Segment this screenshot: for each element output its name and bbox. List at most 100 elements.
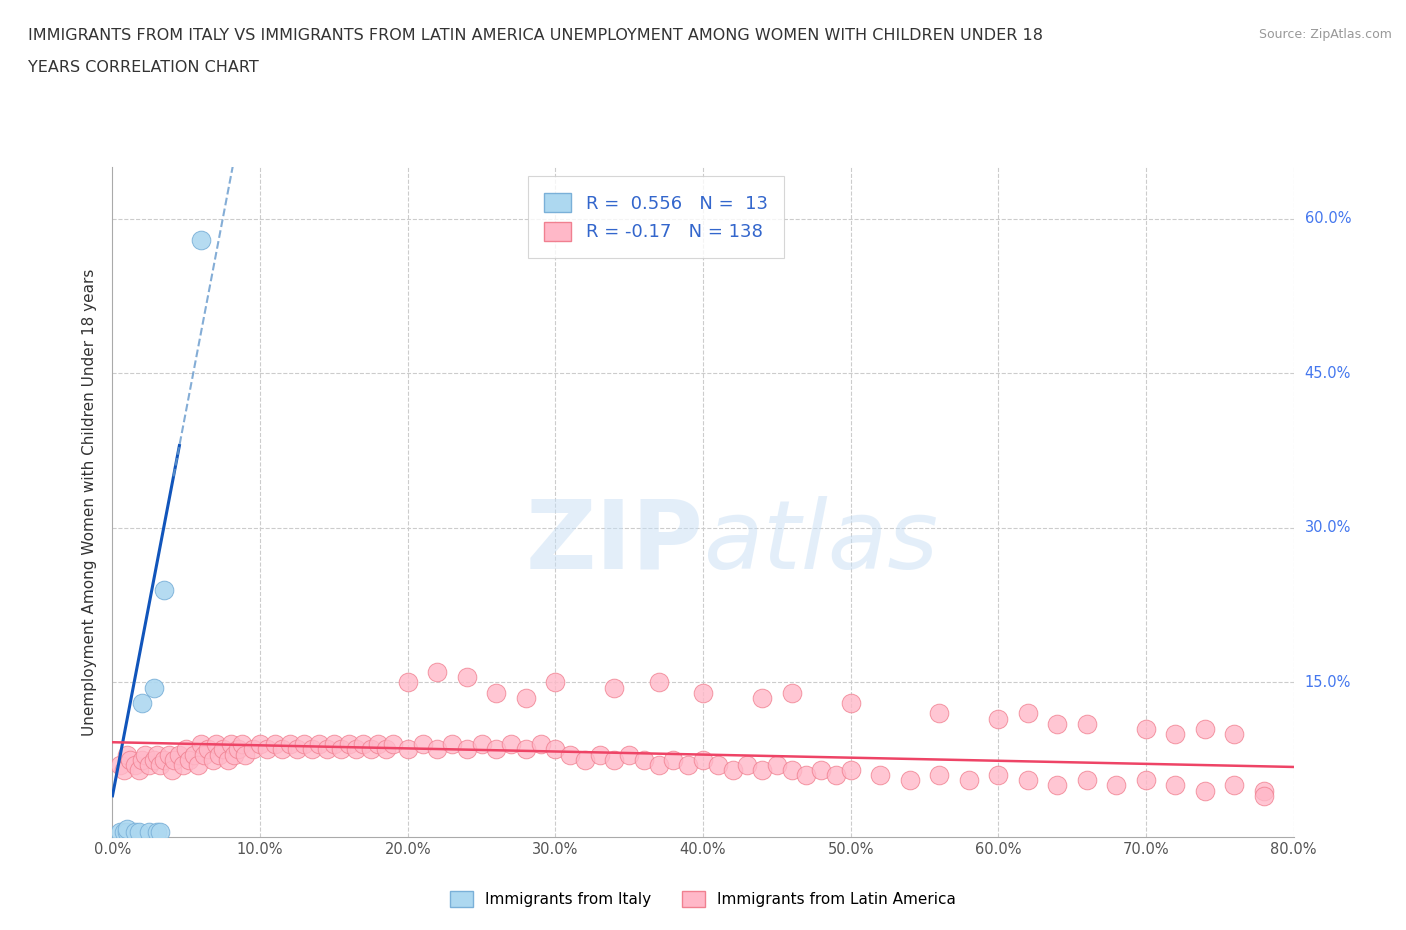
Point [1076,773,1098,788]
Point [751,763,773,777]
Point [226,742,249,757]
Text: atlas: atlas [703,496,938,589]
Point [120,752,142,767]
Point [839,696,862,711]
Text: 60.0%: 60.0% [1305,211,1351,226]
Point [146,747,169,762]
Point [212,742,235,757]
Point [1223,726,1246,741]
Point [367,737,389,751]
Point [222,747,245,762]
Point [928,768,950,783]
Point [780,763,803,777]
Point [117,821,138,836]
Point [187,757,209,772]
Point [574,752,596,767]
Point [142,752,165,767]
Point [201,752,224,767]
Point [112,763,135,777]
Point [957,773,980,788]
Point [374,742,396,757]
Point [233,747,256,762]
Point [780,685,803,700]
Legend: Immigrants from Italy, Immigrants from Latin America: Immigrants from Italy, Immigrants from L… [444,884,962,913]
Point [108,757,131,772]
Point [766,757,789,772]
Point [138,824,160,839]
Point [1135,773,1157,788]
Point [987,768,1010,783]
Point [352,737,374,751]
Text: 45.0%: 45.0% [1305,365,1351,381]
Point [1253,783,1275,798]
Point [205,737,228,751]
Point [1194,783,1216,798]
Point [108,824,131,839]
Point [588,747,610,762]
Text: IMMIGRANTS FROM ITALY VS IMMIGRANTS FROM LATIN AMERICA UNEMPLOYMENT AMONG WOMEN : IMMIGRANTS FROM ITALY VS IMMIGRANTS FROM… [28,28,1043,43]
Point [529,737,551,751]
Point [167,747,190,762]
Point [163,752,186,767]
Point [157,747,180,762]
Point [146,824,169,839]
Point [426,742,449,757]
Point [603,752,626,767]
Point [153,582,176,597]
Point [138,757,160,772]
Text: 15.0%: 15.0% [1305,675,1351,690]
Point [692,752,714,767]
Point [1135,722,1157,737]
Point [315,742,337,757]
Point [131,752,153,767]
Point [1046,716,1069,731]
Point [183,747,205,762]
Point [692,685,714,700]
Point [1253,789,1275,804]
Point [131,696,153,711]
Y-axis label: Unemployment Among Women with Children Under 18 years: Unemployment Among Women with Children U… [82,269,97,736]
Point [603,680,626,695]
Point [231,737,253,751]
Point [249,737,271,751]
Point [193,747,215,762]
Point [134,747,156,762]
Point [323,737,346,751]
Legend: R =  0.556   N =  13, R = -0.17   N = 138: R = 0.556 N = 13, R = -0.17 N = 138 [527,177,783,258]
Point [456,742,478,757]
Point [751,690,773,705]
Point [396,675,419,690]
Point [142,680,165,695]
Point [456,670,478,684]
Point [1105,778,1128,793]
Point [441,737,464,751]
Point [242,742,264,757]
Point [839,763,862,777]
Point [1017,706,1039,721]
Point [174,742,197,757]
Point [544,675,567,690]
Point [810,763,832,777]
Point [515,742,537,757]
Point [678,757,700,772]
Text: YEARS CORRELATION CHART: YEARS CORRELATION CHART [28,60,259,75]
Point [662,752,685,767]
Point [515,690,537,705]
Point [647,675,671,690]
Point [292,737,315,751]
Point [190,737,212,751]
Point [330,742,353,757]
Point [153,752,176,767]
Point [256,742,278,757]
Point [344,742,367,757]
Point [485,685,508,700]
Point [128,824,150,839]
Point [117,824,138,839]
Point [278,737,301,751]
Text: ZIP: ZIP [524,496,703,589]
Point [987,711,1010,726]
Point [485,742,508,757]
Point [382,737,405,751]
Point [124,824,146,839]
Point [647,757,671,772]
